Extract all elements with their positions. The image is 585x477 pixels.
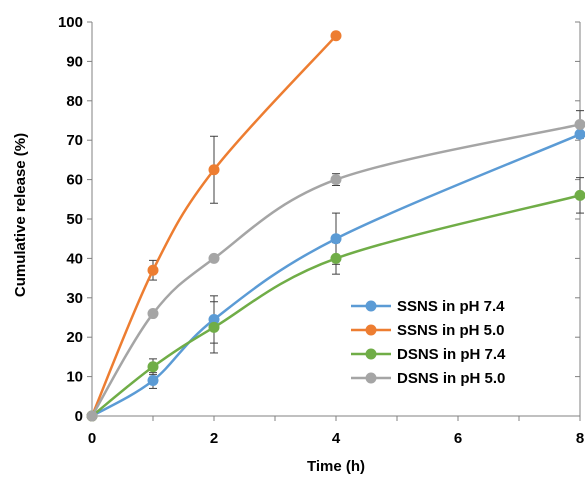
y-axis-title: Cumulative release (%)	[12, 133, 29, 297]
y-tick-label: 70	[66, 132, 83, 149]
data-point-dsns-in-ph-7-4	[330, 252, 342, 264]
y-tick-label: 80	[66, 93, 83, 110]
data-point-ssns-in-ph-7-4	[208, 313, 220, 325]
legend-swatch-marker	[365, 372, 377, 384]
data-point-dsns-in-ph-7-4	[574, 189, 585, 201]
y-tick-label: 10	[66, 369, 83, 386]
legend-swatch-marker	[365, 324, 377, 336]
data-point-ssns-in-ph-5-0	[330, 30, 342, 42]
data-point-dsns-in-ph-5-0	[86, 410, 98, 422]
legend-label: SSNS in pH 7.4	[397, 298, 505, 315]
x-tick-label: 8	[576, 430, 584, 447]
y-tick-label: 90	[66, 53, 83, 70]
data-point-dsns-in-ph-5-0	[574, 118, 585, 130]
legend-label: DSNS in pH 7.4	[397, 346, 506, 363]
data-point-ssns-in-ph-7-4	[147, 375, 159, 387]
x-tick-label: 2	[210, 430, 218, 447]
legend-label: DSNS in pH 5.0	[397, 370, 505, 387]
legend-swatch-marker	[365, 348, 377, 360]
x-axis-title: Time (h)	[307, 458, 365, 475]
x-tick-label: 0	[88, 430, 96, 447]
data-point-ssns-in-ph-7-4	[330, 233, 342, 245]
y-tick-label: 50	[66, 211, 83, 228]
data-point-dsns-in-ph-5-0	[330, 174, 342, 186]
y-tick-label: 60	[66, 172, 83, 189]
data-point-ssns-in-ph-5-0	[208, 164, 220, 176]
y-tick-label: 0	[75, 408, 83, 425]
data-point-dsns-in-ph-5-0	[208, 252, 220, 264]
x-tick-label: 4	[332, 430, 341, 447]
series-line-dsns-in-ph-7-4	[91, 194, 581, 417]
legend-swatch-marker	[365, 300, 377, 312]
series-line-ssns-in-ph-5-0	[90, 34, 337, 417]
y-tick-label: 20	[66, 329, 83, 346]
y-tick-label: 40	[66, 250, 83, 267]
data-point-dsns-in-ph-7-4	[208, 321, 220, 333]
y-tick-label: 100	[58, 14, 83, 31]
legend-label: SSNS in pH 5.0	[397, 322, 505, 339]
series-line-dsns-in-ph-5-0	[90, 123, 581, 417]
data-point-dsns-in-ph-7-4	[147, 361, 159, 373]
data-point-ssns-in-ph-5-0	[147, 264, 159, 276]
legend: SSNS in pH 7.4 SSNS in pH 5.0 DSNS in pH 7…	[351, 298, 506, 387]
plot-area: 0 10 20 30 40 50 60 70 80 90 100 0 2 4 6 8	[58, 14, 585, 447]
y-tick-label: 30	[66, 290, 83, 307]
data-point-ssns-in-ph-7-4	[574, 128, 585, 140]
data-point-dsns-in-ph-5-0	[147, 308, 159, 320]
x-tick-label: 6	[454, 430, 462, 447]
